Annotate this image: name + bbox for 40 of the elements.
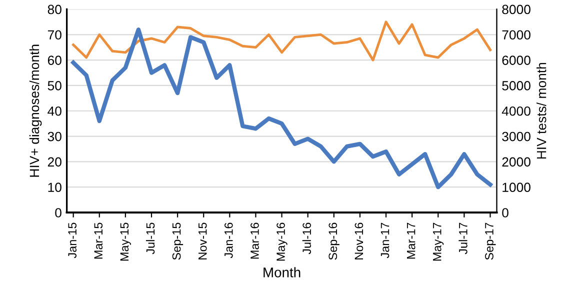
x-tick-label: Jan-17: [380, 222, 390, 258]
y2-tick-label: 1000: [502, 182, 530, 192]
y2-tick-label: 0: [502, 208, 508, 218]
x-axis-title: Month: [264, 267, 300, 278]
y-tick-label: 20: [48, 157, 62, 167]
y-tick-label: 70: [48, 30, 62, 40]
x-tick-label: Mar-15: [94, 222, 103, 259]
x-tick-label: May-15: [120, 222, 131, 261]
y-tick-label: 60: [48, 56, 62, 65]
x-tick-label: Jan-15: [68, 222, 76, 258]
y-tick-label: 40: [48, 106, 62, 116]
y2-tick-label: 2000: [502, 157, 530, 167]
x-tick-label: Jul-16: [302, 222, 312, 254]
y2-tick-label: 4000: [502, 106, 530, 116]
y2-tick-label: 7000: [502, 30, 530, 40]
x-tick-label: Mar-16: [250, 222, 259, 259]
x-tick-label: Jan-16: [224, 222, 233, 258]
x-tick-label: Nov-15: [198, 222, 207, 260]
x-tick-label: Mar-17: [407, 222, 416, 259]
y2-tick-label: 3000: [502, 132, 530, 142]
x-tick-label: Jul-15: [146, 222, 155, 254]
y2-tick-label: 6000: [502, 56, 530, 65]
y-tick-label: 10: [48, 182, 62, 192]
y2-tick-label: 5000: [502, 81, 530, 90]
y2-tick-label: 8000: [502, 4, 530, 14]
x-tick-label: Sep-17: [485, 222, 496, 260]
x-tick-label: May-16: [276, 222, 288, 261]
y-tick-label: 50: [48, 81, 62, 90]
y-tick-label: 80: [48, 4, 62, 14]
x-tick-label: Nov-16: [354, 222, 364, 260]
y2-axis-title: HIV tests/ month: [536, 62, 546, 159]
line-series: [72, 20, 492, 62]
x-tick-label: Sep-15: [172, 222, 184, 260]
y-tick-label: 0: [55, 208, 62, 218]
x-tick-label: May-17: [433, 222, 444, 261]
y-axis-title: HIV+ diagnoses/month: [29, 44, 42, 177]
x-tick-label: Sep-16: [328, 222, 340, 260]
y-tick-label: 30: [48, 132, 62, 142]
x-tick-label: Jul-17: [458, 222, 468, 254]
line-series: [71, 27, 492, 190]
